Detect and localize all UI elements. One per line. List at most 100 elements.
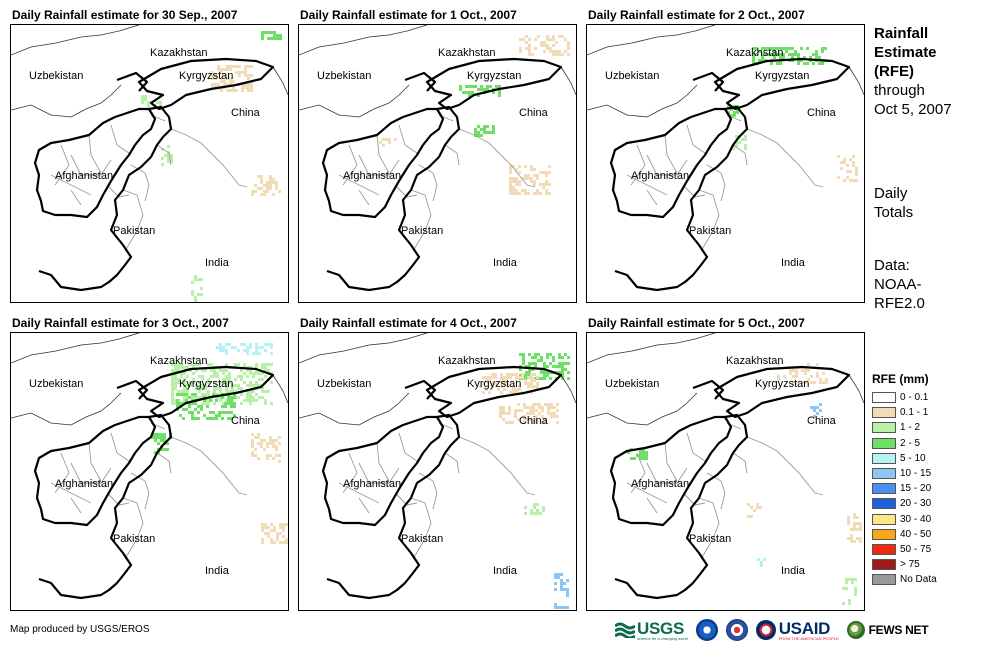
province-border [376,442,390,482]
legend-swatch [872,452,896,464]
rainfall-cell [276,538,279,541]
rainfall-cell [797,56,800,59]
rainfall-cell [240,387,243,390]
legend-item: 40 - 50 [872,527,972,542]
rainfall-cell [244,86,247,89]
rainfall-cell [517,403,520,406]
rainfall-cell [154,436,157,439]
rainfall-cell [522,356,525,359]
rainfall-cell [554,576,557,579]
rainfall-cell [509,165,512,168]
rainfall-cell [230,411,233,414]
rainfall-cell [506,373,509,376]
rainfall-cell [264,366,267,369]
rainfall-cell [531,368,534,371]
rainfall-cell [207,402,210,405]
rainfall-cell [218,411,221,414]
rainfall-cell [854,587,857,590]
rainfall-cell [522,359,525,362]
rainfall-cell [558,50,561,53]
rainfall-cell [500,379,503,382]
rainfall-cell [209,417,212,420]
rainfall-cell [186,375,189,378]
map-panel-2: Daily Rainfall estimate for 1 Oct., 2007… [298,8,578,303]
rainfall-cell [251,190,254,193]
rainfall-cell [176,399,179,402]
rainfall-cell [558,53,561,56]
rainfall-cell [764,53,767,56]
country-border [587,25,716,56]
country-border [11,84,122,118]
rainfall-cell [530,512,533,515]
rainfall-cell [512,165,515,168]
rainfall-cell [177,390,180,393]
rainfall-cell [171,387,174,390]
rainfall-cell [266,187,269,190]
rainfall-cell [561,35,564,38]
legend-item: 15 - 20 [872,481,972,496]
country-label-pakistan: Pakistan [689,533,732,545]
rainfall-cell [282,541,285,544]
rainfall-cell [247,83,250,86]
rainfall-cell [730,108,733,111]
rainfall-cell [477,88,480,91]
rainfall-cell [840,161,843,164]
rainfall-cell [531,53,534,56]
rainfall-cell [468,94,471,97]
rainfall-cell [755,53,758,56]
rainfall-cell [214,77,217,80]
rainfall-cell [735,144,738,147]
province-borders [50,114,248,252]
rainfall-cell [767,53,770,56]
rainfall-cell [801,381,804,384]
rainfall-cell [509,373,512,376]
rainfall-cell [261,366,264,369]
rainfall-cell [201,375,204,378]
rainfall-cell [546,353,549,356]
rainfall-cell [198,363,201,366]
rainfall-cell [764,47,767,50]
rainfall-cell [235,71,238,74]
rainfall-cell [183,387,186,390]
rainfall-cell [388,141,391,144]
rainfall-cell [225,399,228,402]
rainfall-cell [853,528,856,531]
rainfall-cell [821,50,824,53]
rainfall-cell [171,399,174,402]
rainfall-cell [192,396,195,399]
rainfall-cell [561,371,564,374]
rainfall-cell [509,180,512,183]
rainfall-cell [550,406,553,409]
rainfall-cell [254,190,257,193]
rainfall-cell [502,409,505,412]
rainfall-cell [532,406,535,409]
focus-border [425,365,563,419]
rainfall-cell [261,529,264,532]
rainfall-cell [536,503,539,506]
rainfall-cell [222,402,225,405]
rainfall-cell [285,523,288,526]
rainfall-cell [246,399,249,402]
rainfall-cell [191,417,194,420]
rainfall-cell [477,131,480,134]
rainfall-cell [246,349,249,352]
rainfall-cell [189,384,192,387]
rainfall-cell [561,377,564,380]
rainfall-cell [534,365,537,368]
rainfall-cell [554,582,557,585]
rainfall-cell [537,35,540,38]
rainfall-cell [627,451,630,454]
rainfall-cell [782,47,785,50]
rainfall-cell [258,384,261,387]
rainfall-cell [194,296,197,299]
rainfall-cell [211,74,214,77]
rainfall-cell [546,38,549,41]
rainfall-cell [250,74,253,77]
rainfall-cell [528,53,531,56]
rainfall-cell [207,399,210,402]
rainfall-cell [530,180,533,183]
rainfall-cell [794,53,797,56]
rainfall-cell [499,415,502,418]
legend-item: 20 - 30 [872,496,972,511]
rainfall-cell [252,396,255,399]
